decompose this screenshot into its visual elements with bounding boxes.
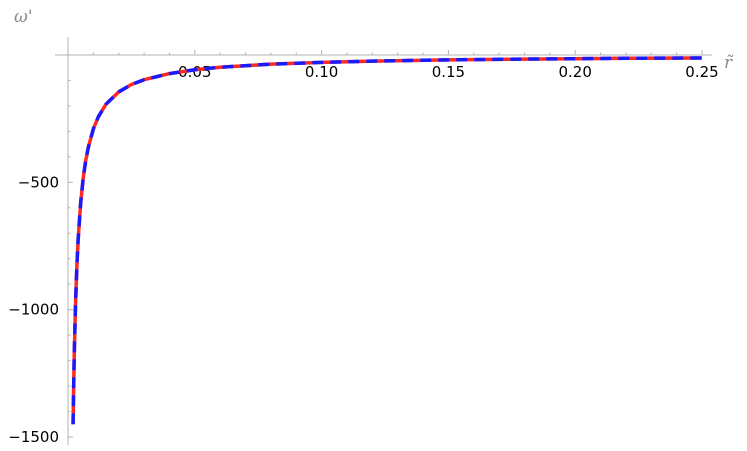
minor-ticks	[68, 52, 678, 413]
x-ticks: 0.05 0.10 0.15 0.20 0.25	[178, 50, 719, 81]
axes	[55, 37, 712, 445]
y-axis-label: ω'	[14, 7, 33, 27]
x-tick-label: 0.10	[305, 63, 338, 81]
x-tick-label: 0.25	[685, 63, 718, 81]
x-axis-label: r̃	[724, 53, 734, 73]
y-tick-label: −500	[18, 173, 59, 191]
y-ticks: −500 −1000 −1500	[8, 173, 73, 446]
x-tick-label: 0.20	[558, 63, 591, 81]
y-tick-label: −1500	[8, 428, 59, 446]
solid-series-line	[71, 56, 703, 425]
series-layer	[71, 56, 703, 425]
y-tick-label: −1000	[8, 301, 59, 319]
dashed-series-line	[71, 56, 703, 425]
x-tick-label: 0.15	[432, 63, 465, 81]
